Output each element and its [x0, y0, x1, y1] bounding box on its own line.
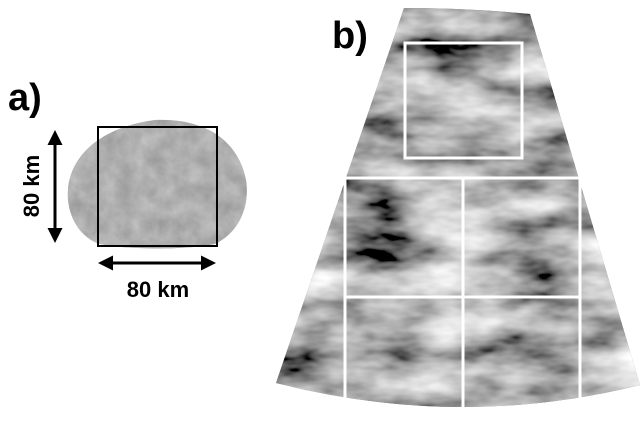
scale-label: 80 km: [19, 155, 44, 217]
panel-b: b): [276, 8, 640, 413]
scale-label: 80 km: [127, 277, 189, 302]
figure: a) 80 km 80 km b): [0, 0, 644, 423]
panel-label: a): [8, 77, 42, 119]
asteroid-texture: [68, 120, 247, 249]
panel-a: a) 80 km 80 km: [8, 77, 247, 302]
map-texture: [276, 8, 640, 407]
panel-label: b): [332, 15, 368, 57]
